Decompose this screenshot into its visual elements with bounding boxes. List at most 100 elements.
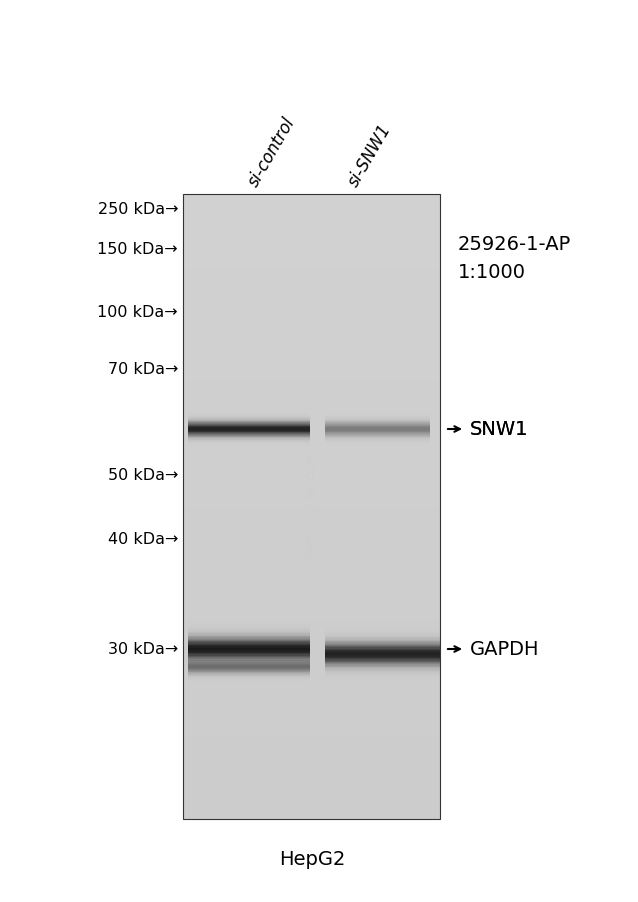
- Bar: [183, 601, 440, 612]
- Bar: [183, 195, 440, 206]
- Bar: [188, 647, 310, 648]
- Bar: [188, 610, 310, 612]
- Bar: [325, 658, 440, 659]
- Bar: [183, 642, 440, 653]
- Bar: [183, 809, 440, 820]
- Bar: [183, 746, 440, 757]
- Bar: [188, 615, 310, 617]
- Text: SNW1: SNW1: [470, 420, 528, 439]
- Bar: [183, 226, 440, 237]
- Bar: [188, 671, 310, 673]
- Bar: [325, 651, 440, 653]
- Bar: [188, 687, 310, 688]
- Bar: [325, 628, 440, 630]
- Bar: [183, 247, 440, 258]
- Bar: [325, 645, 440, 647]
- Bar: [325, 671, 440, 673]
- Bar: [325, 619, 440, 621]
- Bar: [325, 674, 440, 676]
- Bar: [188, 635, 310, 636]
- Bar: [188, 665, 310, 667]
- Bar: [325, 621, 440, 623]
- Bar: [183, 767, 440, 778]
- Bar: [325, 633, 440, 635]
- Bar: [188, 639, 310, 640]
- Bar: [325, 666, 440, 667]
- Bar: [188, 683, 310, 685]
- Bar: [188, 669, 310, 670]
- Bar: [183, 663, 440, 674]
- Bar: [183, 434, 440, 445]
- Bar: [325, 662, 440, 663]
- Bar: [183, 538, 440, 549]
- Bar: [325, 676, 440, 677]
- Bar: [183, 236, 440, 247]
- Text: SNW1: SNW1: [470, 420, 528, 439]
- Bar: [183, 684, 440, 695]
- Bar: [183, 403, 440, 414]
- Bar: [188, 658, 310, 659]
- Bar: [183, 621, 440, 632]
- Bar: [188, 652, 310, 653]
- Bar: [325, 686, 440, 687]
- Bar: [183, 496, 440, 508]
- Bar: [183, 330, 440, 341]
- Bar: [183, 798, 440, 809]
- Bar: [325, 649, 440, 650]
- Bar: [325, 639, 440, 640]
- Bar: [325, 642, 440, 644]
- Bar: [325, 668, 440, 670]
- Bar: [325, 626, 440, 627]
- Bar: [325, 618, 440, 619]
- Bar: [325, 641, 440, 642]
- Bar: [325, 630, 440, 632]
- Bar: [183, 340, 440, 352]
- Bar: [183, 319, 440, 330]
- Bar: [325, 636, 440, 638]
- Bar: [325, 648, 440, 649]
- Bar: [183, 590, 440, 601]
- Bar: [183, 465, 440, 476]
- Text: HepG2: HepG2: [279, 850, 345, 869]
- Bar: [325, 656, 440, 657]
- Bar: [325, 644, 440, 645]
- Bar: [183, 518, 440, 529]
- Bar: [325, 650, 440, 651]
- Bar: [188, 670, 310, 671]
- Bar: [183, 653, 440, 664]
- Bar: [183, 424, 440, 435]
- Bar: [183, 299, 440, 309]
- Bar: [325, 653, 440, 654]
- Text: GAPDH: GAPDH: [470, 640, 540, 658]
- Bar: [183, 569, 440, 580]
- Text: 40 kDa→: 40 kDa→: [108, 532, 178, 547]
- Bar: [188, 638, 310, 639]
- Text: 70 kDa→: 70 kDa→: [108, 362, 178, 377]
- Bar: [183, 455, 440, 465]
- Bar: [325, 616, 440, 618]
- Bar: [325, 654, 440, 656]
- Bar: [183, 486, 440, 497]
- Bar: [188, 636, 310, 638]
- Bar: [183, 195, 440, 819]
- Bar: [183, 715, 440, 726]
- Bar: [183, 289, 440, 299]
- Bar: [325, 673, 440, 674]
- Bar: [325, 665, 440, 666]
- Bar: [325, 632, 440, 633]
- Bar: [325, 688, 440, 689]
- Bar: [188, 674, 310, 676]
- Bar: [325, 683, 440, 685]
- Bar: [188, 667, 310, 669]
- Bar: [188, 614, 310, 615]
- Bar: [325, 638, 440, 639]
- Bar: [325, 677, 440, 679]
- Bar: [188, 623, 310, 624]
- Bar: [183, 631, 440, 643]
- Text: 30 kDa→: 30 kDa→: [108, 642, 178, 657]
- Text: 50 kDa→: 50 kDa→: [108, 468, 178, 483]
- Bar: [183, 778, 440, 788]
- Bar: [188, 682, 310, 683]
- Bar: [188, 650, 310, 652]
- Bar: [325, 659, 440, 661]
